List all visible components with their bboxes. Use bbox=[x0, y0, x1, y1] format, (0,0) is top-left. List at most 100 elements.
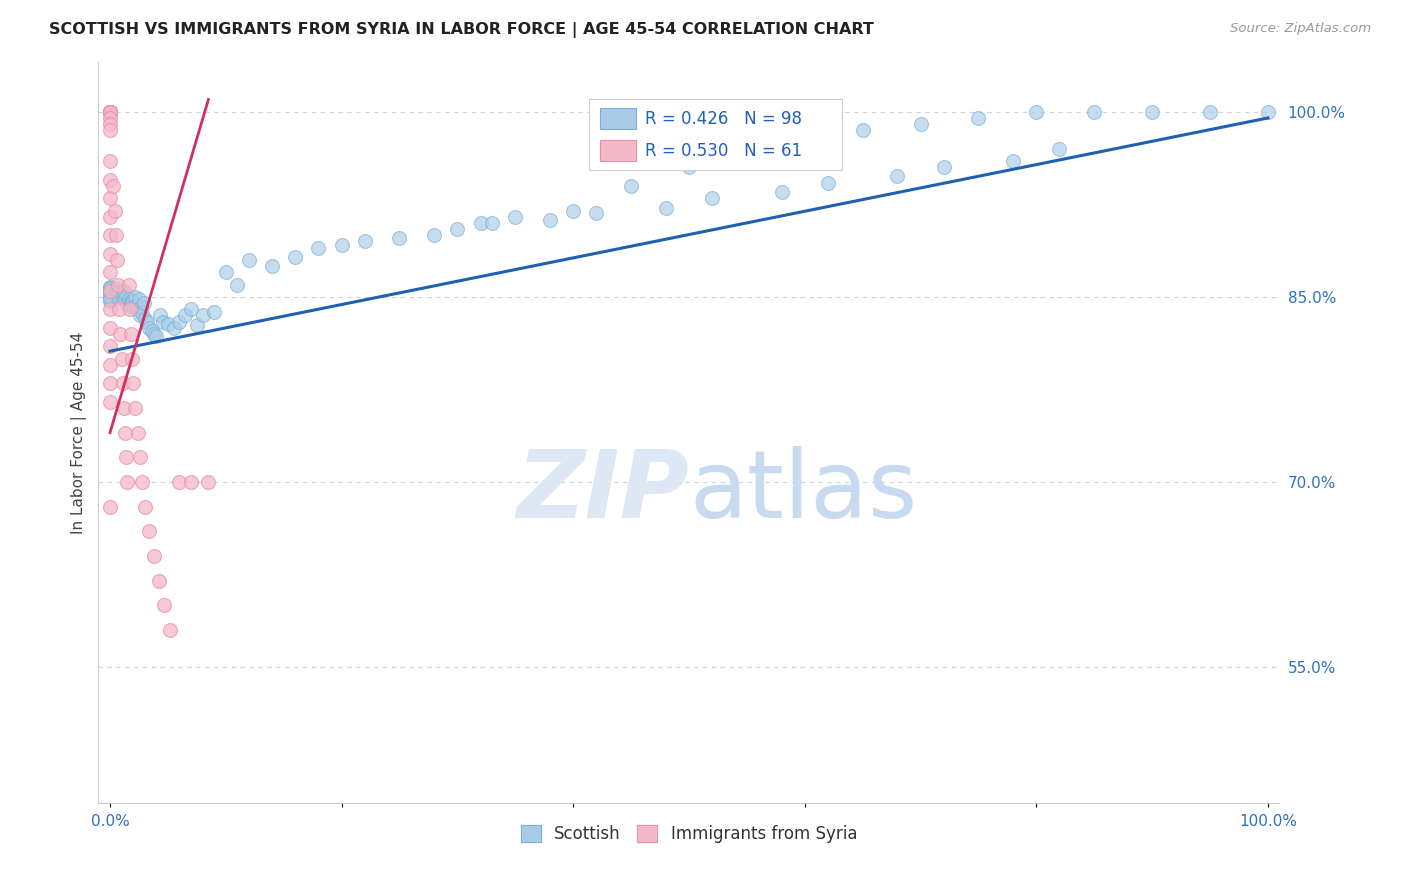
Point bbox=[117, 277, 139, 292]
Point bbox=[910, 117, 932, 131]
Point bbox=[538, 213, 561, 227]
Point bbox=[793, 136, 815, 150]
Point bbox=[143, 549, 166, 563]
Point bbox=[98, 117, 121, 131]
Point bbox=[124, 290, 146, 304]
Point bbox=[124, 401, 146, 415]
Point bbox=[191, 309, 214, 323]
Point bbox=[112, 401, 135, 415]
Point bbox=[136, 315, 159, 329]
Point bbox=[98, 281, 121, 295]
Text: R = 0.530   N = 61: R = 0.530 N = 61 bbox=[645, 142, 803, 160]
Point bbox=[174, 309, 197, 323]
Point bbox=[197, 475, 219, 489]
Point bbox=[169, 475, 191, 489]
Point bbox=[307, 240, 329, 255]
FancyBboxPatch shape bbox=[600, 108, 636, 129]
Point bbox=[1049, 142, 1071, 156]
Point bbox=[423, 228, 446, 243]
Point bbox=[138, 524, 160, 539]
Point bbox=[98, 339, 121, 353]
Point bbox=[98, 284, 121, 298]
Point bbox=[120, 326, 142, 341]
Point bbox=[1257, 104, 1279, 119]
Point bbox=[770, 185, 793, 199]
Point bbox=[1083, 104, 1105, 119]
Point bbox=[141, 325, 163, 339]
Point bbox=[98, 286, 121, 301]
Point bbox=[98, 154, 121, 169]
Point bbox=[735, 148, 758, 162]
Point bbox=[1025, 104, 1047, 119]
Point bbox=[121, 351, 143, 366]
Point bbox=[98, 288, 121, 302]
Point bbox=[180, 302, 202, 317]
Point bbox=[852, 123, 875, 137]
Point bbox=[238, 252, 260, 267]
Point bbox=[128, 293, 150, 307]
Point bbox=[98, 358, 121, 372]
Point bbox=[98, 104, 121, 119]
Point bbox=[98, 288, 121, 302]
Point bbox=[98, 104, 121, 119]
Point bbox=[98, 104, 121, 119]
Point bbox=[124, 300, 146, 314]
Point bbox=[114, 425, 136, 440]
Point bbox=[118, 302, 141, 317]
Point bbox=[98, 104, 121, 119]
Point bbox=[562, 203, 585, 218]
Text: atlas: atlas bbox=[689, 446, 917, 538]
Point bbox=[134, 500, 156, 514]
Point bbox=[202, 304, 225, 318]
Point bbox=[388, 230, 411, 244]
Point bbox=[98, 293, 121, 308]
Point bbox=[104, 228, 127, 243]
Point bbox=[127, 302, 149, 317]
Point bbox=[98, 104, 121, 119]
Point bbox=[105, 287, 128, 301]
Point bbox=[121, 294, 143, 309]
Point bbox=[148, 574, 170, 588]
Legend: Scottish, Immigrants from Syria: Scottish, Immigrants from Syria bbox=[515, 819, 863, 850]
Point bbox=[98, 280, 121, 294]
Point bbox=[98, 293, 121, 307]
Point bbox=[110, 288, 132, 302]
Point bbox=[98, 285, 121, 299]
Point bbox=[446, 222, 468, 236]
Point bbox=[114, 293, 136, 307]
Point bbox=[98, 281, 121, 295]
Point bbox=[98, 104, 121, 119]
Point bbox=[700, 191, 723, 205]
Point bbox=[112, 284, 135, 298]
Point bbox=[98, 228, 121, 243]
Point bbox=[226, 277, 249, 292]
Point bbox=[98, 104, 121, 119]
Point bbox=[620, 178, 643, 193]
Point bbox=[115, 450, 138, 465]
Point bbox=[98, 104, 121, 119]
FancyBboxPatch shape bbox=[600, 140, 636, 161]
Point bbox=[98, 104, 121, 119]
Point bbox=[98, 283, 121, 297]
Text: SCOTTISH VS IMMIGRANTS FROM SYRIA IN LABOR FORCE | AGE 45-54 CORRELATION CHART: SCOTTISH VS IMMIGRANTS FROM SYRIA IN LAB… bbox=[49, 22, 875, 38]
Point bbox=[98, 287, 121, 301]
Point bbox=[110, 326, 132, 341]
Point bbox=[330, 238, 353, 252]
Point bbox=[145, 329, 167, 343]
Point bbox=[129, 300, 152, 314]
Point bbox=[481, 216, 503, 230]
Point bbox=[131, 306, 153, 320]
Point bbox=[107, 277, 129, 292]
Point bbox=[107, 283, 129, 297]
Point bbox=[111, 376, 134, 391]
Point bbox=[1002, 154, 1025, 169]
Point bbox=[143, 326, 166, 341]
Point bbox=[132, 296, 155, 310]
Point bbox=[98, 246, 121, 260]
Point bbox=[98, 302, 121, 317]
Point bbox=[115, 287, 138, 301]
Text: ZIP: ZIP bbox=[516, 446, 689, 538]
Point bbox=[129, 309, 152, 323]
Point bbox=[98, 265, 121, 279]
Point bbox=[127, 425, 149, 440]
